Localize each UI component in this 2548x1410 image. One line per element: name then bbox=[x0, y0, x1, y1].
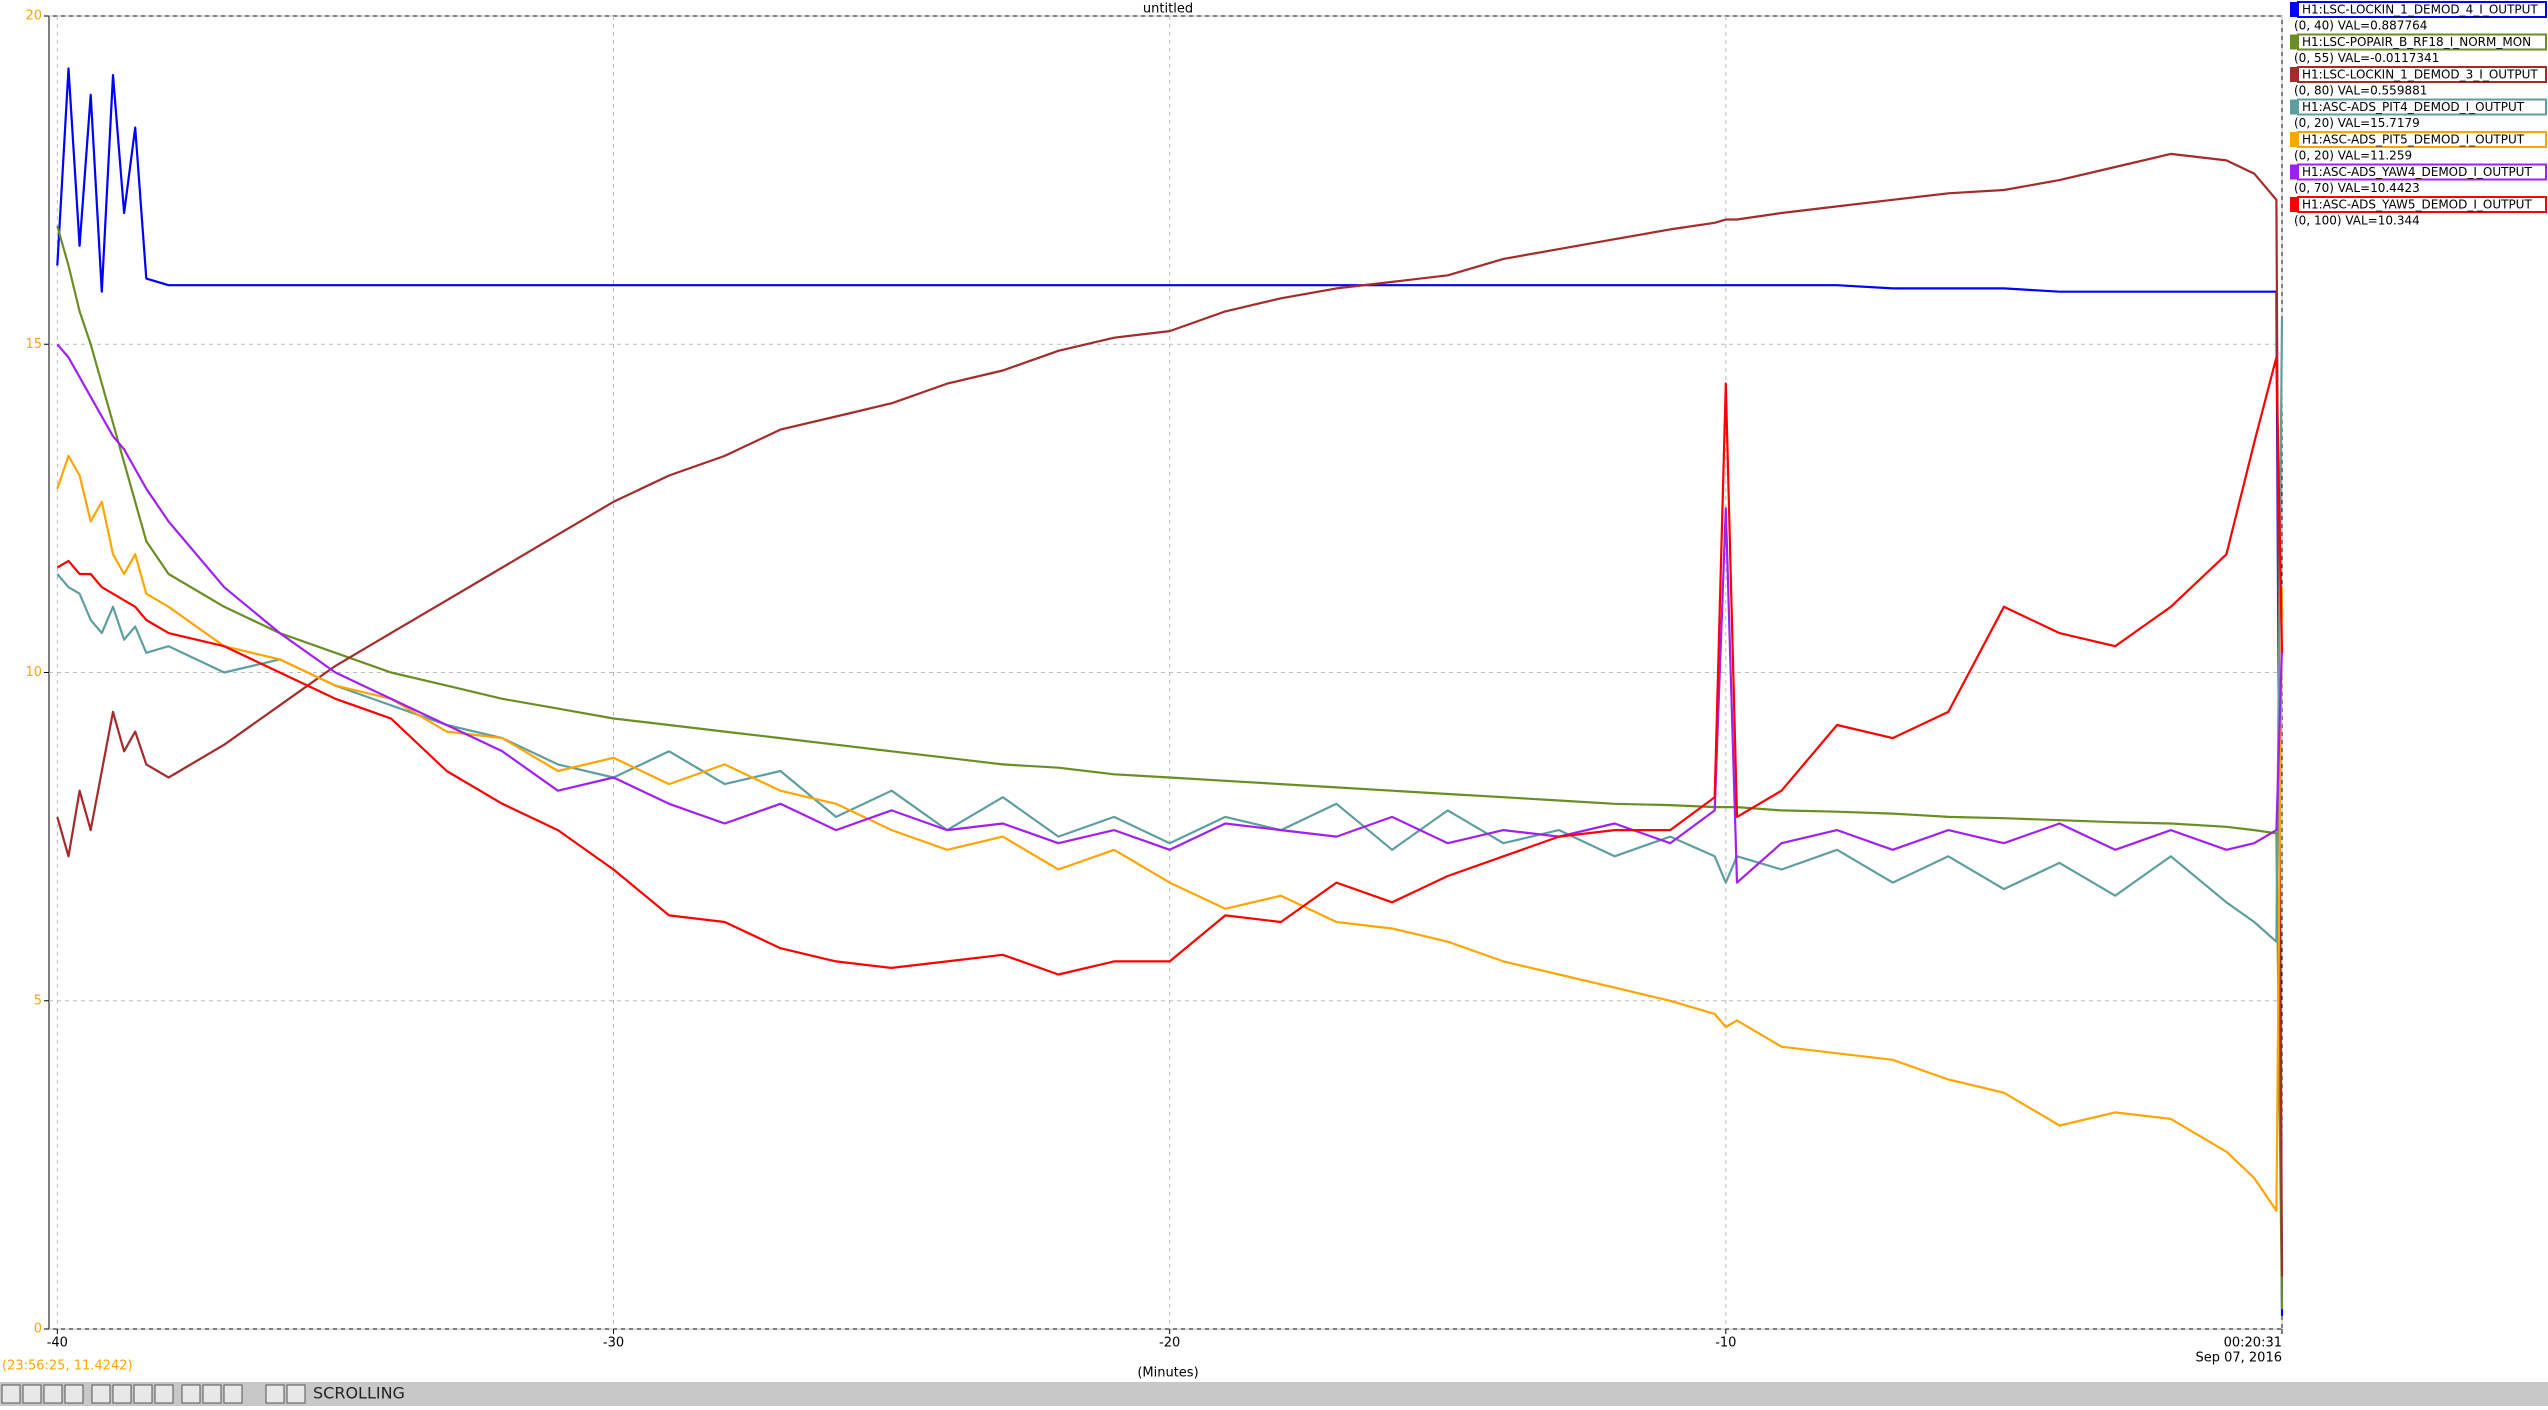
legend: H1:LSC-LOCKIN_1_DEMOD_4_I_OUTPUT (0, 40) … bbox=[2290, 1, 2547, 228]
legend-swatch bbox=[2290, 99, 2298, 115]
legend-name: H1:ASC-ADS_YAW4_DEMOD_I_OUTPUT bbox=[2302, 165, 2532, 179]
legend-swatch bbox=[2290, 67, 2298, 82]
y-tick-label: 5 bbox=[34, 993, 42, 1008]
chart-title: untitled bbox=[1143, 2, 1193, 17]
legend-readout: (0, 100) VAL=10.344 bbox=[2294, 214, 2420, 228]
y-tick-label: 20 bbox=[25, 9, 42, 24]
button[interactable] bbox=[202, 1384, 222, 1404]
legend-swatch bbox=[2290, 132, 2298, 147]
legend-readout: (0, 55) VAL=-0.0117341 bbox=[2294, 51, 2439, 65]
button[interactable] bbox=[181, 1384, 201, 1404]
legend-box bbox=[2297, 33, 2547, 51]
y-tick-label: 0 bbox=[34, 1322, 42, 1337]
button[interactable] bbox=[223, 1384, 243, 1404]
button[interactable] bbox=[265, 1384, 285, 1404]
button[interactable] bbox=[133, 1384, 153, 1404]
legend-box bbox=[2297, 196, 2547, 213]
legend-name: H1:ASC-ADS_YAW5_DEMOD_I_OUTPUT bbox=[2302, 198, 2532, 212]
x-tick-label: -30 bbox=[603, 1336, 624, 1351]
button[interactable] bbox=[43, 1384, 63, 1404]
button[interactable] bbox=[91, 1384, 111, 1404]
legend-swatch bbox=[2290, 2, 2298, 17]
legend-readout: (0, 40) VAL=0.887764 bbox=[2294, 19, 2427, 33]
button[interactable] bbox=[64, 1384, 84, 1404]
legend-name: H1:LSC-POPAIR_B_RF18_I_NORM_MON bbox=[2302, 35, 2531, 49]
legend-readout: (0, 80) VAL=0.559881 bbox=[2294, 84, 2427, 98]
series-line bbox=[56, 67, 2284, 1316]
plot-area bbox=[48, 15, 2283, 1330]
legend-swatch bbox=[2290, 197, 2298, 212]
x-tick-label: -10 bbox=[1715, 1336, 1736, 1351]
legend-box bbox=[2297, 98, 2547, 116]
legend-name: H1:LSC-LOCKIN_1_DEMOD_4_I_OUTPUT bbox=[2302, 3, 2538, 17]
toolbar-buttons bbox=[1, 1384, 306, 1404]
toolbar bbox=[0, 1382, 2548, 1406]
button[interactable] bbox=[154, 1384, 174, 1404]
mode-label: SCROLLING bbox=[313, 1384, 405, 1403]
legend-box bbox=[2297, 1, 2547, 18]
series-line bbox=[56, 152, 2284, 1277]
legend-box bbox=[2297, 163, 2547, 181]
legend-readout: (0, 20) VAL=11.259 bbox=[2294, 149, 2412, 163]
cursor-readout: (23:56:25, 11.4242) bbox=[2, 1359, 133, 1374]
legend-readout: (0, 20) VAL=15.7179 bbox=[2294, 116, 2420, 130]
series-line bbox=[56, 225, 2284, 1310]
legend-box bbox=[2297, 66, 2547, 83]
legend-box bbox=[2297, 131, 2547, 148]
y-tick-label: 10 bbox=[25, 665, 42, 680]
x-axis-label: (Minutes) bbox=[1137, 1366, 1198, 1381]
legend-readout: (0, 70) VAL=10.4423 bbox=[2294, 181, 2420, 195]
x-tick-sublabel: Sep 07, 2016 bbox=[2195, 1351, 2282, 1366]
legend-name: H1:ASC-ADS_PIT5_DEMOD_I_OUTPUT bbox=[2302, 133, 2525, 147]
legend-swatch bbox=[2290, 164, 2298, 180]
legend-name: H1:ASC-ADS_PIT4_DEMOD_I_OUTPUT bbox=[2302, 100, 2525, 114]
series-line bbox=[56, 317, 2284, 943]
series-line bbox=[56, 343, 2284, 884]
y-tick-label: 15 bbox=[25, 337, 42, 352]
button[interactable] bbox=[286, 1384, 306, 1404]
legend-name: H1:LSC-LOCKIN_1_DEMOD_3_I_OUTPUT bbox=[2302, 68, 2538, 82]
legend-swatch bbox=[2290, 34, 2298, 50]
x-tick-label: -40 bbox=[47, 1336, 68, 1351]
button[interactable] bbox=[22, 1384, 42, 1404]
series-line bbox=[56, 356, 2284, 976]
x-tick-label: 00:20:31 bbox=[2224, 1336, 2282, 1351]
x-tick-label: -20 bbox=[1159, 1336, 1180, 1351]
series-line bbox=[56, 454, 2284, 1212]
button[interactable] bbox=[112, 1384, 132, 1404]
button[interactable] bbox=[1, 1384, 21, 1404]
